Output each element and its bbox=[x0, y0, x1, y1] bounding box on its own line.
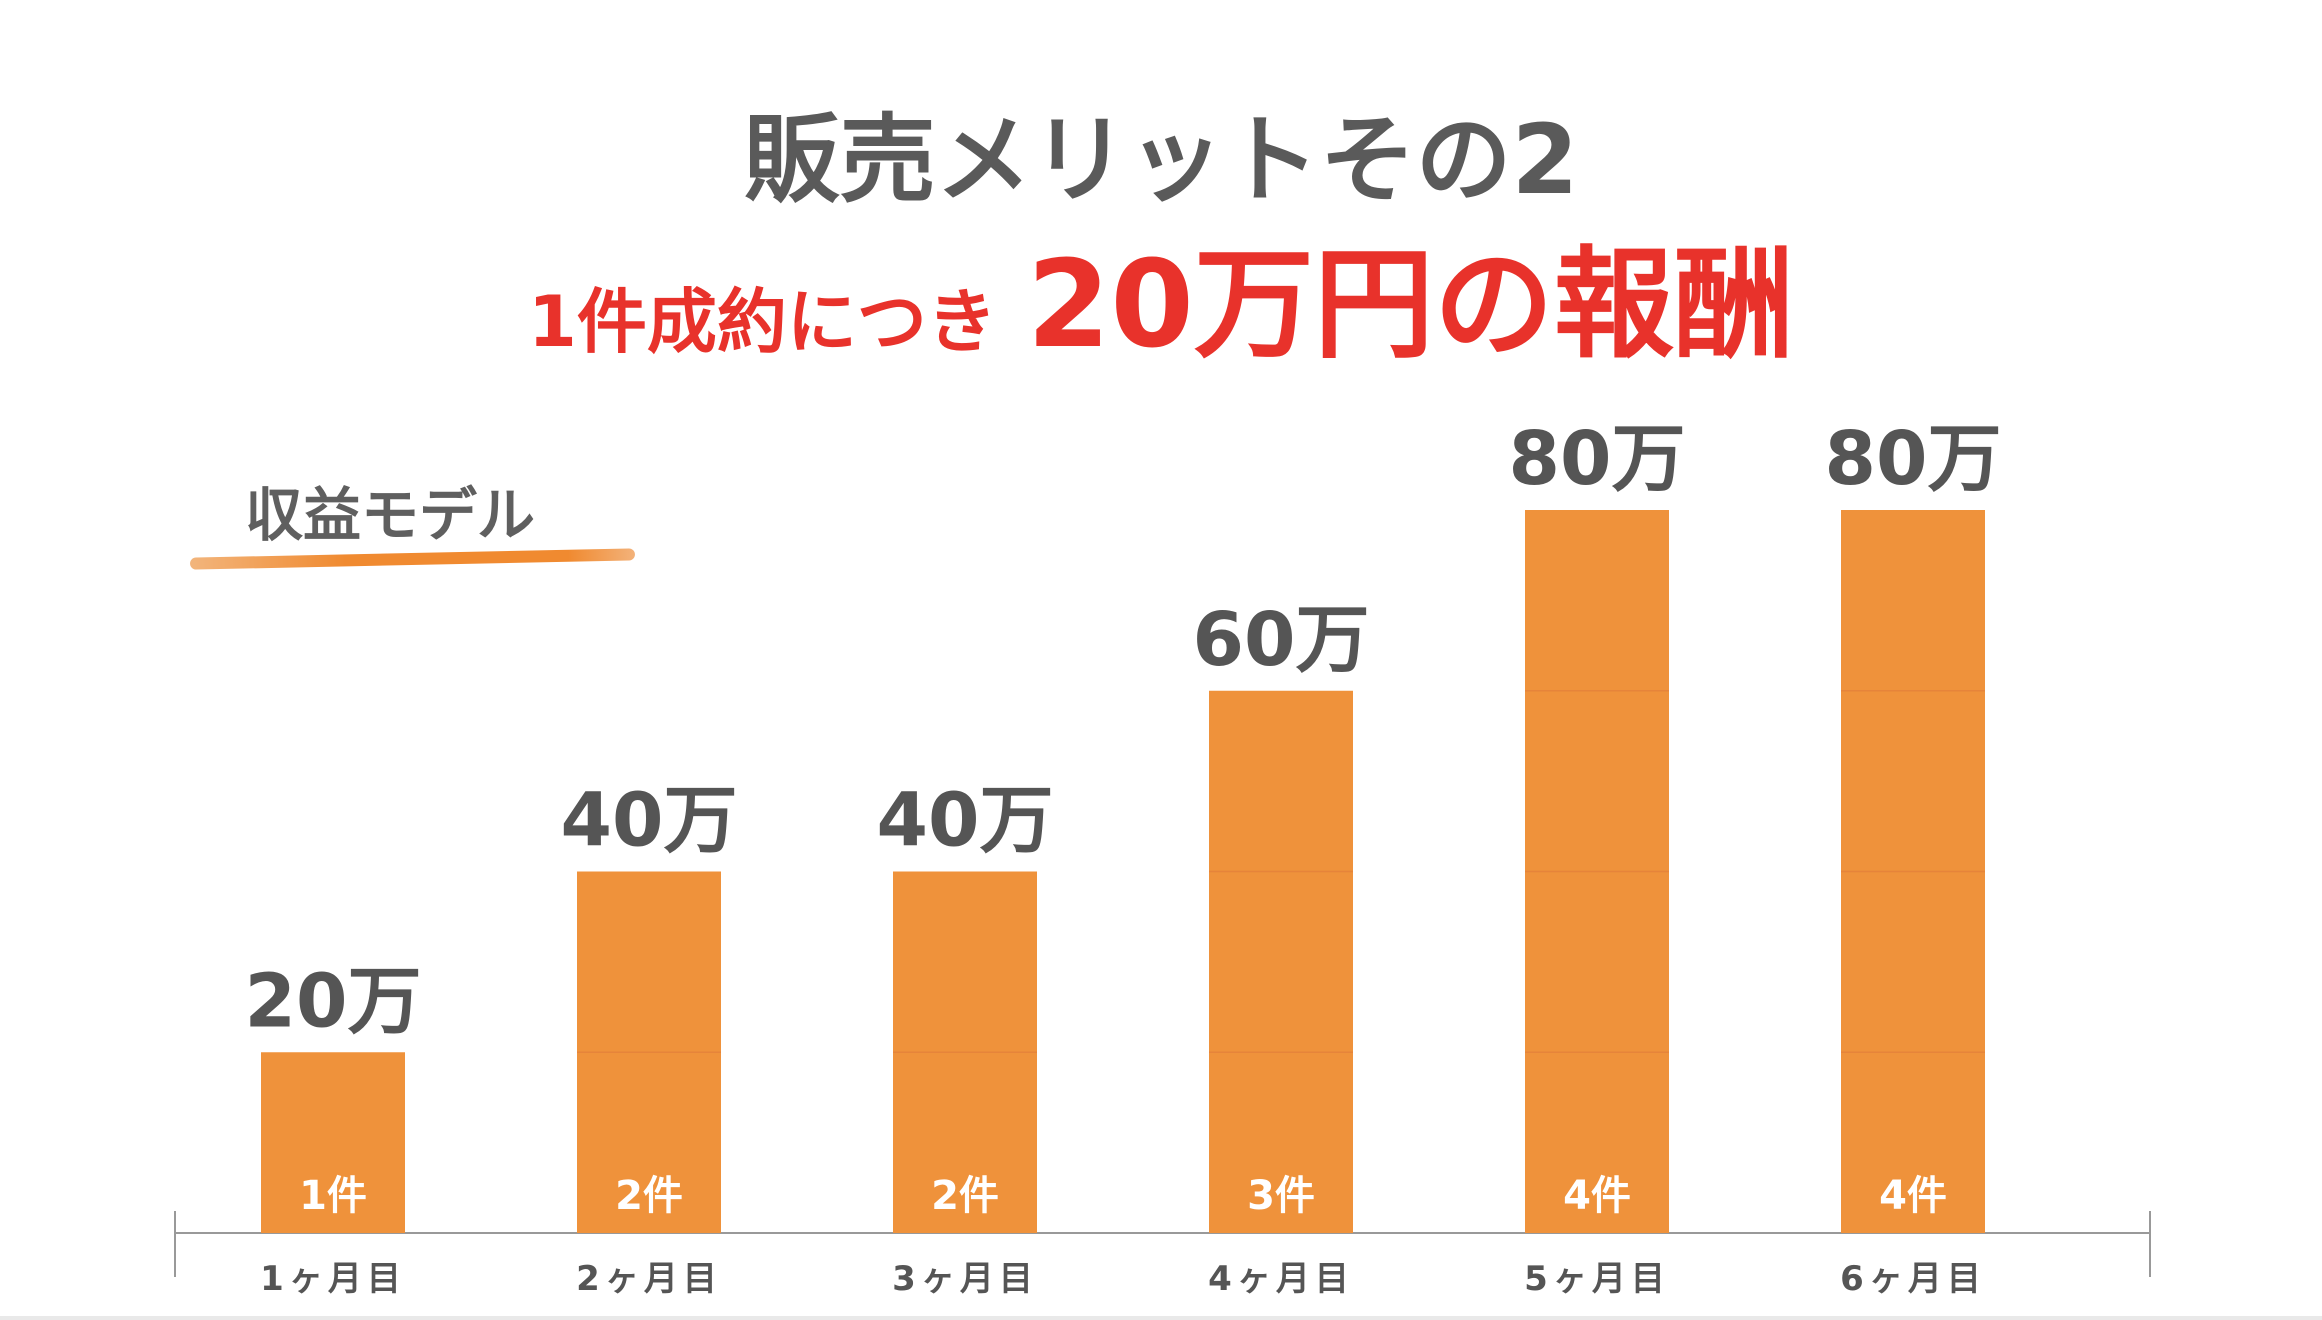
revenue-model-label: 収益モデル bbox=[245, 481, 536, 549]
bottom-band bbox=[0, 1316, 2322, 1320]
bar-count-label: 2件 bbox=[615, 1173, 683, 1219]
subtitle-lead: 1件成約につき bbox=[528, 281, 997, 363]
bar-count-label: 3件 bbox=[1247, 1173, 1315, 1219]
bar-count-label: 1件 bbox=[299, 1173, 367, 1219]
slide-subtitle: 1件成約につき 20万円の報酬 bbox=[0, 236, 2322, 411]
x-tick-label: 3ヶ月目 bbox=[892, 1259, 1038, 1299]
bar-count-label: 2件 bbox=[931, 1173, 999, 1219]
data-label: 80万 bbox=[1825, 416, 2002, 502]
data-label: 60万 bbox=[1193, 597, 1370, 683]
data-label: 40万 bbox=[877, 778, 1054, 864]
bar-count-label: 4件 bbox=[1879, 1173, 1947, 1219]
bar bbox=[261, 1052, 405, 1233]
bar bbox=[1209, 690, 1353, 1233]
x-tick-label: 6ヶ月目 bbox=[1840, 1259, 1986, 1299]
x-tick-label: 4ヶ月目 bbox=[1208, 1259, 1354, 1299]
x-tick-label: 5ヶ月目 bbox=[1524, 1259, 1670, 1299]
subtitle-emphasis: 20万円の報酬 bbox=[1026, 236, 1794, 375]
bar-count-label: 4件 bbox=[1563, 1173, 1631, 1219]
slide-title: 販売メリットその2 bbox=[743, 104, 1579, 216]
data-label: 80万 bbox=[1509, 416, 1686, 502]
x-tick-label: 2ヶ月目 bbox=[576, 1259, 722, 1299]
data-label: 40万 bbox=[561, 778, 738, 864]
x-tick-label: 1ヶ月目 bbox=[260, 1259, 406, 1299]
data-label: 20万 bbox=[245, 958, 422, 1044]
